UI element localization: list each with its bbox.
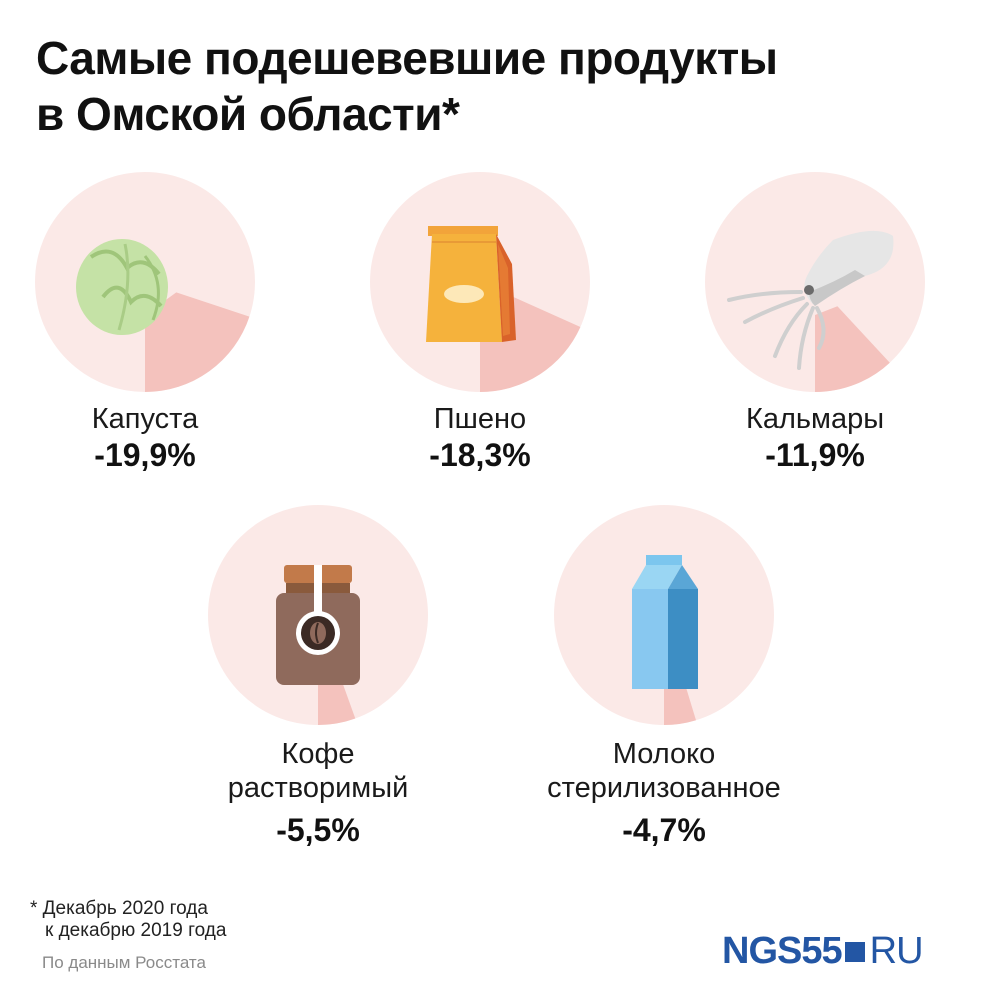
- source-note: По данным Росстата: [42, 953, 206, 972]
- product-name-line-2: растворимый: [227, 772, 409, 804]
- product-name: Молоко: [612, 738, 716, 770]
- pie-chart: [35, 172, 255, 392]
- pie-wedge-cabbage: [145, 292, 250, 392]
- price-change-value: -5,5%: [276, 812, 360, 848]
- product-item-milk: Молоко стерилизованное -4,7%: [494, 505, 834, 849]
- pie-wedge-squid: [815, 306, 890, 392]
- cabbage-icon: [76, 239, 168, 335]
- pie-chart: [370, 172, 590, 392]
- milk-carton-icon: [632, 555, 698, 689]
- ngs55-logo: NGS55 RU: [722, 930, 924, 973]
- product-name-line-2: стерилизованное: [547, 772, 781, 804]
- product-item-millet: Пшено -18,3%: [310, 172, 650, 474]
- product-name: Кальмары: [745, 403, 885, 435]
- title-line-1: Самые подешевевшие продукты: [36, 32, 778, 84]
- footnote: * Декабрь 2020 года к декабрю 2019 года: [30, 898, 226, 942]
- product-name: Кофе: [281, 738, 355, 770]
- footnote-line-1: * Декабрь 2020 года: [30, 898, 208, 919]
- squid-icon: [727, 230, 894, 370]
- product-item-squid: Кальмары -11,9%: [645, 172, 985, 474]
- title-line-2: в Омской области*: [36, 88, 460, 140]
- product-name: Пшено: [433, 403, 527, 435]
- pie-chart: [554, 505, 774, 725]
- logo-brand: NGS55: [722, 930, 843, 972]
- logo-square-icon: [844, 941, 865, 962]
- product-item-cabbage: Капуста -19,9%: [0, 172, 315, 474]
- pie-chart: [208, 505, 428, 725]
- logo-tld: RU: [869, 930, 924, 972]
- price-change-value: -4,7%: [622, 812, 706, 848]
- price-change-value: -19,9%: [94, 437, 196, 473]
- millet-bag-icon: [426, 226, 516, 342]
- pie-chart: [705, 172, 925, 392]
- price-change-value: -18,3%: [429, 437, 531, 473]
- product-item-coffee: Кофе растворимый -5,5%: [148, 505, 488, 849]
- product-name: Капуста: [91, 403, 199, 435]
- footnote-line-2: к декабрю 2019 года: [45, 920, 227, 941]
- coffee-jar-icon: [276, 565, 360, 685]
- price-change-value: -11,9%: [765, 437, 865, 473]
- page-title: Самые подешевевшие продукты в Омской обл…: [36, 30, 778, 142]
